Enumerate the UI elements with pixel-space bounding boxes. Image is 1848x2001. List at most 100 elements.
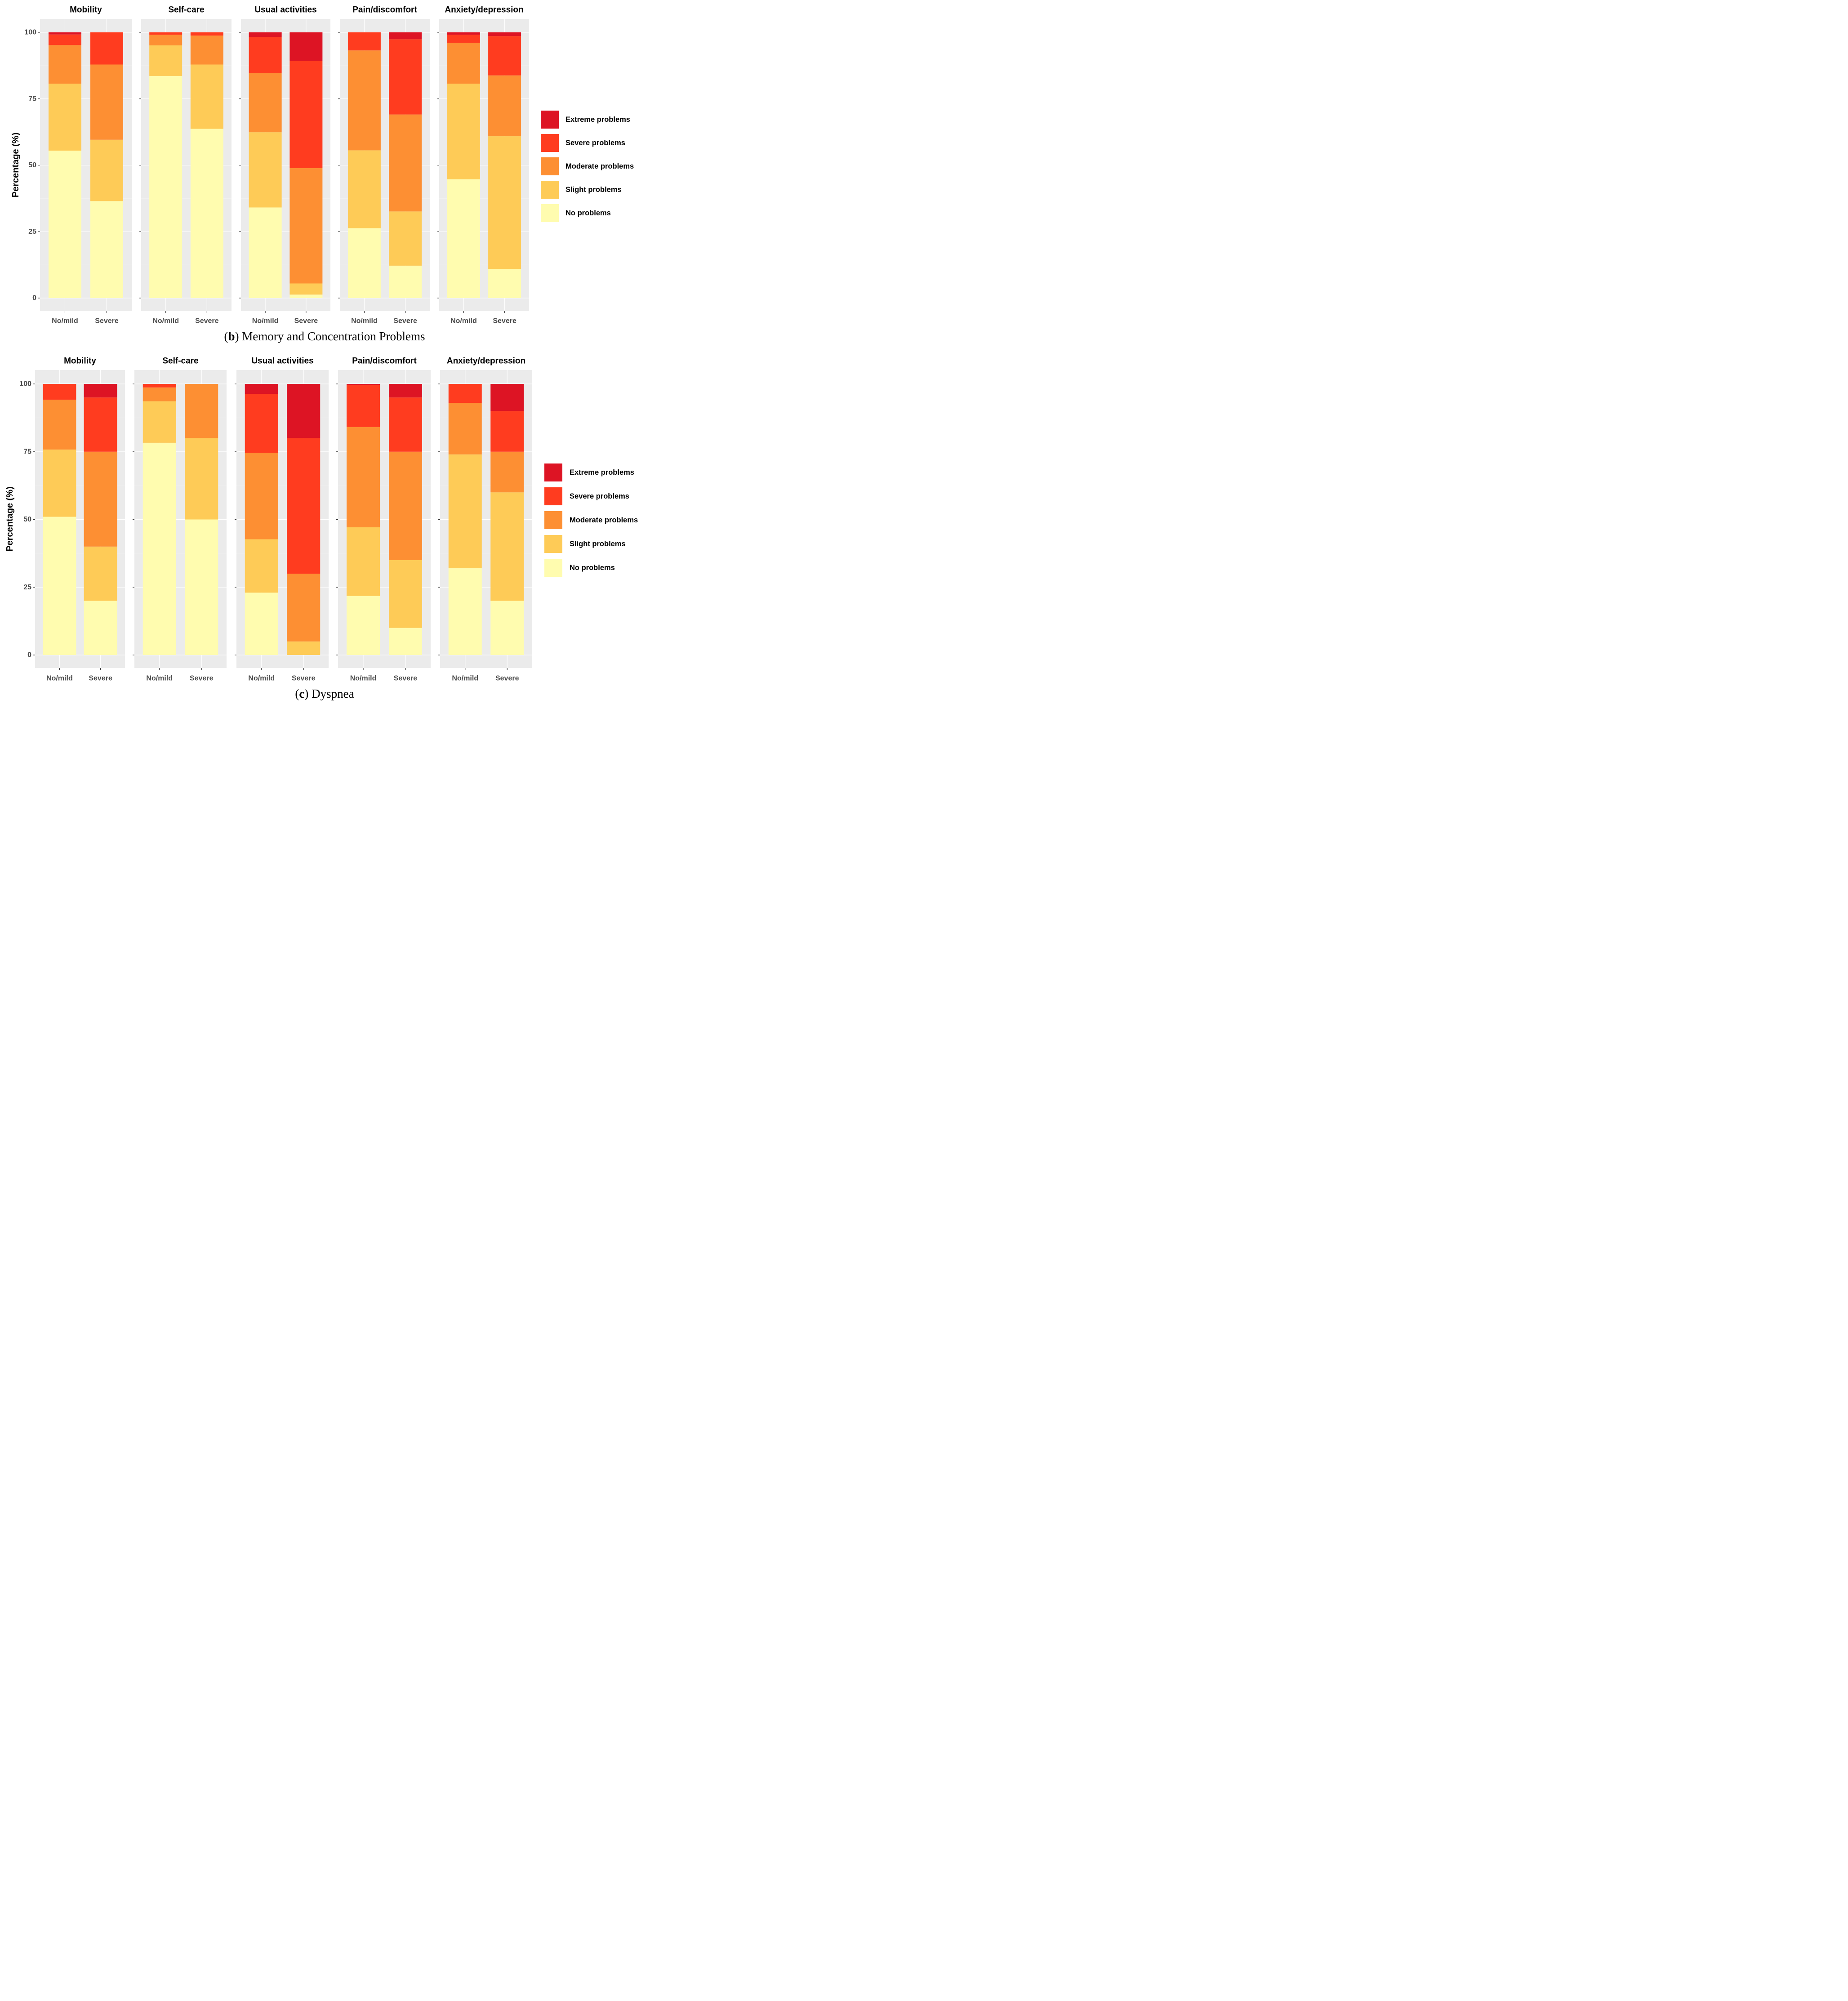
bar-segment-extreme-problems bbox=[48, 32, 81, 35]
caption-text: Memory and Concentration Problems bbox=[242, 330, 425, 343]
facet-title: Self-care bbox=[162, 357, 198, 366]
bar-segment-no-problems bbox=[48, 150, 81, 298]
x-tick-label: Severe bbox=[195, 317, 219, 325]
chart-b: Mobility No/mild Severe Self-care No/mild Sev… bbox=[11, 5, 634, 343]
bar-segment-moderate-problems bbox=[84, 451, 117, 547]
bar-segment-severe-problems bbox=[447, 35, 480, 43]
caption-letter: c bbox=[299, 687, 304, 700]
bar-segment-slight-problems bbox=[149, 45, 183, 76]
x-tick-label: Severe bbox=[95, 317, 119, 325]
bar-segment-slight-problems bbox=[490, 492, 524, 601]
facet-pain-discomfort: Pain/discomfort No/mild Severe bbox=[338, 5, 430, 325]
legend-swatch bbox=[544, 487, 562, 505]
legend-label: Slight problems bbox=[570, 540, 626, 548]
x-tick-label: Severe bbox=[89, 675, 112, 682]
bar-segment-slight-problems bbox=[388, 560, 422, 628]
bar-segment-extreme-problems bbox=[289, 32, 323, 61]
x-tick-label: No/mild bbox=[146, 675, 173, 682]
facet-mobility: Mobility No/mild Severe bbox=[33, 357, 125, 682]
legend-swatch bbox=[541, 204, 559, 222]
bar-segment-extreme-problems bbox=[447, 32, 480, 35]
x-tick-label: Severe bbox=[190, 675, 214, 682]
facet-anxiety-depression: Anxiety/depression No/mild Severe bbox=[437, 5, 529, 325]
bar-segment-moderate-problems bbox=[389, 114, 422, 212]
bar-segment-moderate-problems bbox=[149, 35, 183, 45]
bar-segment-extreme-problems bbox=[84, 384, 117, 398]
bar-segment-severe-problems bbox=[287, 438, 321, 574]
y-tick-label: 100 bbox=[19, 380, 31, 388]
facet-title: Mobility bbox=[70, 5, 102, 15]
facet-self-care: Self-care No/mild Severe bbox=[139, 5, 232, 325]
bar-segment-slight-problems bbox=[43, 449, 76, 517]
bar-segment-no-problems bbox=[488, 269, 521, 298]
legend-label: Moderate problems bbox=[570, 516, 638, 524]
bar-segment-extreme-problems bbox=[347, 384, 380, 386]
y-tick-label: 25 bbox=[23, 584, 31, 591]
bar-segment-slight-problems bbox=[245, 539, 278, 593]
legend-swatch bbox=[541, 157, 559, 175]
bar-stack-no-mild bbox=[43, 384, 76, 655]
bar-segment-severe-problems bbox=[190, 32, 223, 36]
bar-segment-slight-problems bbox=[287, 641, 321, 655]
bar-segment-moderate-problems bbox=[388, 451, 422, 560]
x-tick-label: Severe bbox=[393, 317, 417, 325]
caption-letter: b bbox=[228, 330, 235, 343]
bar-stack-no-mild bbox=[347, 384, 380, 655]
y-tick-label: 75 bbox=[23, 448, 31, 455]
legend-label: No problems bbox=[570, 564, 615, 572]
legend-label: Extreme problems bbox=[570, 468, 634, 477]
bar-segment-severe-problems bbox=[448, 384, 482, 403]
bar-segment-severe-problems bbox=[90, 32, 124, 65]
bar-segment-severe-problems bbox=[149, 32, 183, 35]
bar-segment-extreme-problems bbox=[287, 384, 321, 438]
x-tick-label: No/mild bbox=[52, 317, 78, 325]
x-tick-label: Severe bbox=[292, 675, 316, 682]
facet-title: Usual activities bbox=[254, 5, 316, 15]
bar-stack-no-mild bbox=[149, 32, 183, 298]
y-tick-label: 25 bbox=[28, 228, 36, 236]
bar-segment-no-problems bbox=[448, 568, 482, 655]
bar-segment-severe-problems bbox=[249, 37, 282, 74]
bar-stack-no-mild bbox=[48, 32, 81, 298]
y-tick-label: 0 bbox=[32, 294, 36, 302]
bar-segment-no-problems bbox=[149, 76, 183, 298]
bar-stack-severe bbox=[388, 384, 422, 655]
bar-segment-no-problems bbox=[347, 228, 381, 298]
bar-stack-no-mild bbox=[448, 384, 482, 655]
bar-stack-no-mild bbox=[249, 32, 282, 298]
x-tick-label: No/mild bbox=[450, 317, 477, 325]
figure-canvas: Mobility No/mild Severe Self-care No/mild Sev… bbox=[5, 5, 638, 701]
legend-label: Severe problems bbox=[566, 139, 625, 147]
bar-segment-no-problems bbox=[347, 596, 380, 655]
x-tick-label: No/mild bbox=[351, 317, 378, 325]
bar-segment-moderate-problems bbox=[448, 403, 482, 455]
legend: Extreme problems Severe problems Moderate … bbox=[544, 463, 638, 577]
bar-segment-moderate-problems bbox=[347, 427, 380, 527]
legend-label: Extreme problems bbox=[566, 116, 630, 124]
bar-segment-moderate-problems bbox=[48, 45, 81, 84]
bar-segment-severe-problems bbox=[245, 394, 278, 453]
bar-segment-no-problems bbox=[90, 201, 124, 298]
facet-title: Anxiety/depression bbox=[447, 357, 525, 366]
legend-label: No problems bbox=[566, 209, 611, 217]
x-tick-label: No/mild bbox=[248, 675, 275, 682]
figure-page: Mobility No/mild Severe Self-care No/mild Sev… bbox=[0, 0, 650, 703]
legend-swatch bbox=[541, 181, 559, 199]
bar-segment-moderate-problems bbox=[190, 36, 223, 65]
caption-text: Dyspnea bbox=[312, 687, 354, 700]
facet-anxiety-depression: Anxiety/depression No/mild Severe bbox=[438, 357, 532, 682]
bar-segment-no-problems bbox=[289, 294, 323, 298]
legend-swatch bbox=[544, 511, 562, 529]
bar-segment-slight-problems bbox=[90, 139, 124, 201]
bar-stack-severe bbox=[289, 32, 323, 298]
panel-caption: (b) Memory and Concentration Problems bbox=[224, 330, 425, 343]
bar-segment-severe-problems bbox=[48, 34, 81, 45]
bar-segment-moderate-problems bbox=[347, 50, 381, 151]
y-axis-title: Percentage (%) bbox=[11, 133, 21, 198]
y-axis-title: Percentage (%) bbox=[5, 486, 15, 552]
bar-segment-no-problems bbox=[388, 628, 422, 655]
bar-segment-slight-problems bbox=[347, 150, 381, 228]
legend-label: Slight problems bbox=[566, 186, 622, 194]
bar-segment-severe-problems bbox=[347, 32, 381, 51]
legend-label: Severe problems bbox=[570, 492, 629, 500]
